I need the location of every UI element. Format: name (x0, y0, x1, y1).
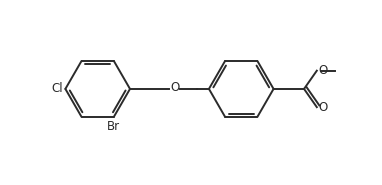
Text: Cl: Cl (51, 82, 63, 95)
Text: O: O (170, 81, 180, 94)
Text: O: O (318, 101, 327, 114)
Text: Br: Br (107, 120, 120, 133)
Text: O: O (318, 64, 327, 77)
